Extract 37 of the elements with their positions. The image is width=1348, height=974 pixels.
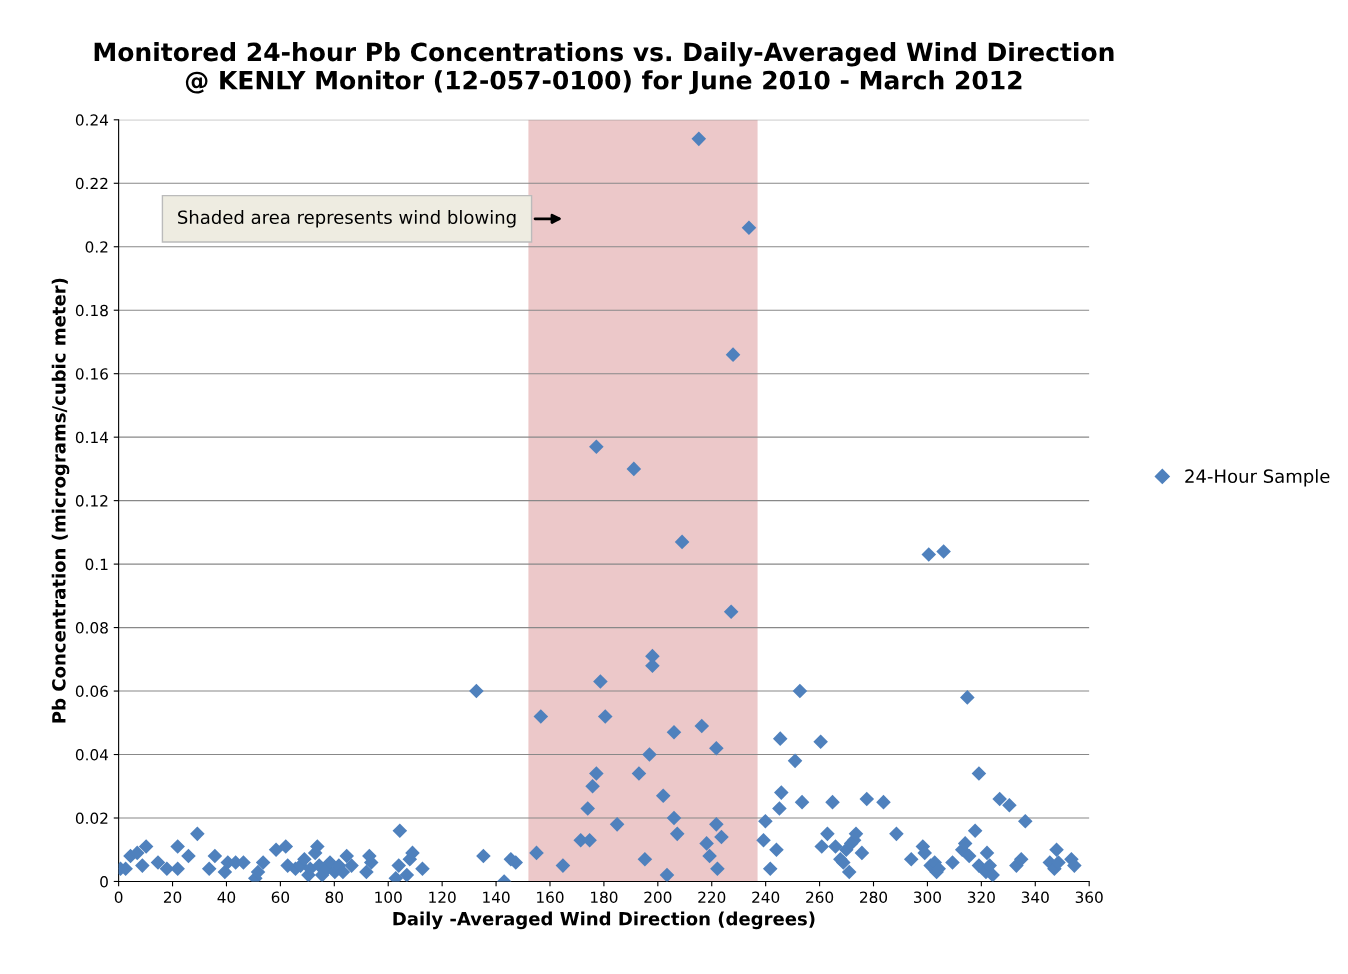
y-tick-label: 0.02 xyxy=(75,812,108,825)
legend-label: 24-Hour Sample xyxy=(1185,469,1330,487)
x-tick-label: 20 xyxy=(163,891,182,904)
y-tick-label: 0 xyxy=(100,875,108,888)
y-tick-label: 0.1 xyxy=(85,558,108,571)
y-tick-label: 0.18 xyxy=(75,304,108,317)
x-tick-label: 220 xyxy=(698,891,726,904)
x-tick-label: 0 xyxy=(114,891,123,904)
x-tick-label: 260 xyxy=(806,891,834,904)
y-tick-label: 0.16 xyxy=(75,368,108,380)
y-tick-label: 0.2 xyxy=(85,241,108,253)
x-tick-label: 60 xyxy=(271,891,290,904)
y-tick-label: 0.14 xyxy=(75,431,109,444)
x-tick-label: 100 xyxy=(375,891,402,904)
y-tick-label: 0.06 xyxy=(75,685,108,698)
annotation: Shaded area represents wind blowing xyxy=(178,210,516,228)
x-axis-title: Daily -Averaged Wind Direction (degrees) xyxy=(393,911,815,930)
y-tick-label: 0.08 xyxy=(75,622,108,634)
y-tick-label: 0.24 xyxy=(75,114,109,126)
x-tick-label: 300 xyxy=(914,891,941,904)
y-axis-title: Pb Concentration (micrograms/cubic meter) xyxy=(51,278,70,723)
x-tick-label: 140 xyxy=(483,891,510,904)
x-tick-label: 40 xyxy=(217,891,236,904)
x-tick-label: 280 xyxy=(860,891,888,904)
y-tick-label: 0.04 xyxy=(75,748,109,761)
x-tick-label: 360 xyxy=(1075,891,1103,904)
y-tick-label: 0.22 xyxy=(75,177,108,190)
chart-title: Monitored 24-hour Pb Concentrations vs. Daily-Averaged Wind Direction @ KENLY Monitor (12-057-0100) for June 2010 - March 2012 xyxy=(94,42,1114,95)
x-tick-label: 80 xyxy=(325,891,344,904)
x-tick-label: 120 xyxy=(429,891,456,904)
y-tick-label: 0.12 xyxy=(75,495,108,507)
x-tick-label: 180 xyxy=(591,891,618,904)
x-tick-label: 200 xyxy=(644,891,672,904)
x-tick-label: 240 xyxy=(752,891,780,904)
x-tick-label: 160 xyxy=(537,891,564,904)
x-tick-label: 320 xyxy=(967,891,995,904)
x-tick-label: 340 xyxy=(1021,891,1049,904)
